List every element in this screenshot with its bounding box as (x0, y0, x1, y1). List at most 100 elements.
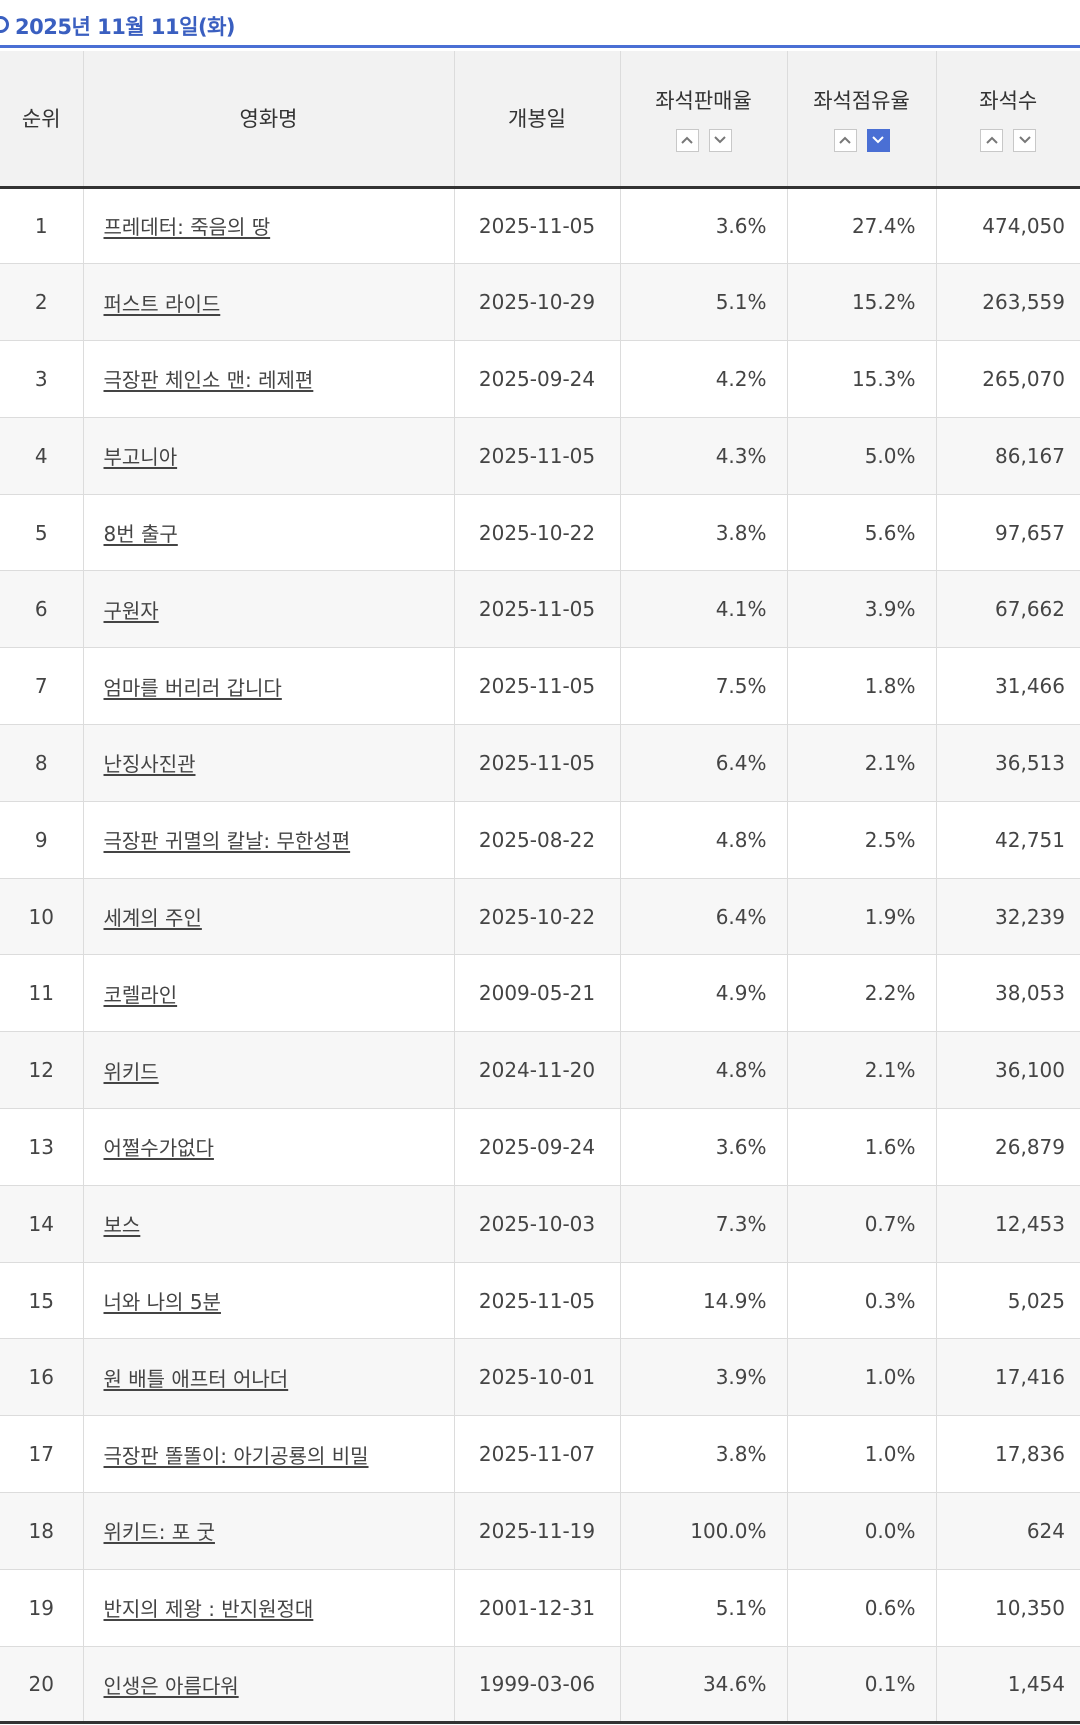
movie-title-link[interactable]: 보스 (103, 1213, 141, 1238)
movie-title-link[interactable]: 인생은 아름다워 (103, 1673, 239, 1698)
seat-share-cell: 1.8% (787, 647, 937, 726)
seat-sales-rate-cell: 7.5% (620, 647, 788, 726)
seats-cell: 26,879 (936, 1108, 1080, 1186)
table-row: 12 위키드 2024-11-20 4.8% 2.1% 36,100 (0, 1031, 1080, 1110)
sort-desc-seats-button[interactable] (1013, 128, 1037, 152)
seats-cell: 265,070 (936, 340, 1080, 418)
seat-sales-rate-cell: 3.8% (620, 494, 788, 572)
rank-cell: 18 (0, 1492, 84, 1570)
box-office-table: 순위 영화명 개봉일 좌석판매율 좌석점유율 좌석수 (0, 51, 1080, 1725)
seats-cell: 38,053 (936, 954, 1080, 1033)
seat-share-cell: 0.3% (787, 1262, 937, 1340)
open-date-cell: 2025-09-24 (454, 1108, 621, 1186)
seat-sales-rate-cell: 5.1% (620, 1569, 788, 1647)
seats-cell: 1,454 (936, 1646, 1080, 1725)
rank-cell: 8 (0, 724, 84, 802)
rank-cell: 17 (0, 1415, 84, 1494)
seats-cell: 12,453 (936, 1185, 1080, 1263)
rank-cell: 15 (0, 1262, 84, 1340)
table-row: 14 보스 2025-10-03 7.3% 0.7% 12,453 (0, 1185, 1080, 1263)
table-row: 20 인생은 아름다워 1999-03-06 34.6% 0.1% 1,454 (0, 1646, 1080, 1725)
seats-cell: 5,025 (936, 1262, 1080, 1340)
movie-title-link[interactable]: 극장판 똘똘이: 아기공룡의 비밀 (103, 1443, 369, 1468)
movie-title-link[interactable]: 프레데터: 죽음의 땅 (103, 215, 271, 240)
seats-cell: 263,559 (936, 263, 1080, 342)
seat-share-cell: 0.7% (787, 1185, 937, 1263)
seat-sales-rate-cell: 4.2% (620, 340, 788, 418)
seat-sales-rate-cell: 3.6% (620, 187, 788, 265)
movie-title-link[interactable]: 어쩔수가없다 (103, 1136, 214, 1161)
rank-cell: 14 (0, 1185, 84, 1263)
date-header: 2025년 11월 11일(화) (0, 0, 1080, 48)
open-date-cell: 2025-11-05 (454, 724, 621, 802)
rank-cell: 1 (0, 187, 84, 265)
movie-title-link[interactable]: 코렐라인 (103, 982, 178, 1007)
open-date-cell: 2025-11-05 (454, 1262, 621, 1340)
chevron-down-icon (1019, 136, 1031, 144)
movie-title-link[interactable]: 부고니아 (103, 445, 178, 470)
seats-cell: 10,350 (936, 1569, 1080, 1647)
movie-title-link[interactable]: 극장판 체인소 맨: 레제편 (103, 368, 314, 393)
seat-share-cell: 0.1% (787, 1646, 937, 1725)
seat-sales-rate-cell: 3.9% (620, 1338, 788, 1417)
seat-sales-rate-cell: 4.8% (620, 1031, 788, 1110)
seats-cell: 624 (936, 1492, 1080, 1570)
title-cell: 원 배틀 애프터 어나더 (83, 1338, 455, 1417)
seat-share-cell: 15.3% (787, 340, 937, 418)
seat-sales-rate-cell: 4.3% (620, 417, 788, 495)
movie-title-link[interactable]: 구원자 (103, 598, 159, 623)
seat-share-cell: 0.6% (787, 1569, 937, 1647)
open-date-cell: 2025-10-01 (454, 1338, 621, 1417)
rank-cell: 11 (0, 954, 84, 1033)
seat-share-cell: 2.2% (787, 954, 937, 1033)
seats-cell: 36,513 (936, 724, 1080, 802)
sort-desc-seat-share-button[interactable] (866, 128, 890, 152)
movie-title-link[interactable]: 난징사진관 (103, 752, 196, 777)
circle-bullet-icon (0, 16, 9, 33)
table-row: 6 구원자 2025-11-05 4.1% 3.9% 67,662 (0, 570, 1080, 649)
sort-desc-seat-sales-rate-button[interactable] (708, 128, 732, 152)
seats-cell: 32,239 (936, 878, 1080, 956)
open-date-cell: 2001-12-31 (454, 1569, 621, 1647)
seats-cell: 67,662 (936, 570, 1080, 649)
header-seat-share: 좌석점유율 (787, 51, 937, 189)
open-date-cell: 2025-11-05 (454, 570, 621, 649)
movie-title-link[interactable]: 퍼스트 라이드 (103, 291, 221, 316)
movie-title-link[interactable]: 세계의 주인 (103, 906, 202, 931)
rank-cell: 2 (0, 263, 84, 342)
sort-asc-seat-share-button[interactable] (833, 128, 857, 152)
header-seat-sales-rate-label: 좌석판매율 (655, 88, 752, 113)
title-cell: 극장판 체인소 맨: 레제편 (83, 340, 455, 418)
movie-title-link[interactable]: 원 배틀 애프터 어나더 (103, 1366, 289, 1391)
movie-title-link[interactable]: 위키드 (103, 1059, 159, 1084)
sort-asc-seat-sales-rate-button[interactable] (675, 128, 699, 152)
table-row: 18 위키드: 포 굿 2025-11-19 100.0% 0.0% 624 (0, 1492, 1080, 1570)
open-date-cell: 2025-11-05 (454, 187, 621, 265)
open-date-cell: 2025-08-22 (454, 801, 621, 879)
movie-title-link[interactable]: 너와 나의 5분 (103, 1290, 221, 1315)
open-date-cell: 2025-09-24 (454, 340, 621, 418)
open-date-cell: 2025-10-29 (454, 263, 621, 342)
seat-sales-rate-cell: 5.1% (620, 263, 788, 342)
rank-cell: 20 (0, 1646, 84, 1725)
table-row: 8 난징사진관 2025-11-05 6.4% 2.1% 36,513 (0, 724, 1080, 802)
movie-title-link[interactable]: 8번 출구 (103, 522, 178, 547)
movie-title-link[interactable]: 반지의 제왕 : 반지원정대 (103, 1597, 314, 1622)
movie-title-link[interactable]: 극장판 귀멸의 칼날: 무한성편 (103, 829, 351, 854)
title-cell: 위키드 (83, 1031, 455, 1110)
rank-cell: 13 (0, 1108, 84, 1186)
header-seat-share-label: 좌석점유율 (813, 88, 910, 113)
seat-share-cell: 1.6% (787, 1108, 937, 1186)
seat-share-cell: 2.1% (787, 724, 937, 802)
table-row: 4 부고니아 2025-11-05 4.3% 5.0% 86,167 (0, 417, 1080, 495)
title-cell: 극장판 똘똘이: 아기공룡의 비밀 (83, 1415, 455, 1494)
seat-sales-rate-cell: 4.8% (620, 801, 788, 879)
movie-title-link[interactable]: 위키드: 포 굿 (103, 1520, 215, 1545)
rank-cell: 5 (0, 494, 84, 572)
title-cell: 구원자 (83, 570, 455, 649)
movie-title-link[interactable]: 엄마를 버리러 갑니다 (103, 675, 282, 700)
rank-cell: 9 (0, 801, 84, 879)
seat-sales-rate-cell: 4.1% (620, 570, 788, 649)
table-row: 5 8번 출구 2025-10-22 3.8% 5.6% 97,657 (0, 494, 1080, 572)
sort-asc-seats-button[interactable] (980, 128, 1004, 152)
